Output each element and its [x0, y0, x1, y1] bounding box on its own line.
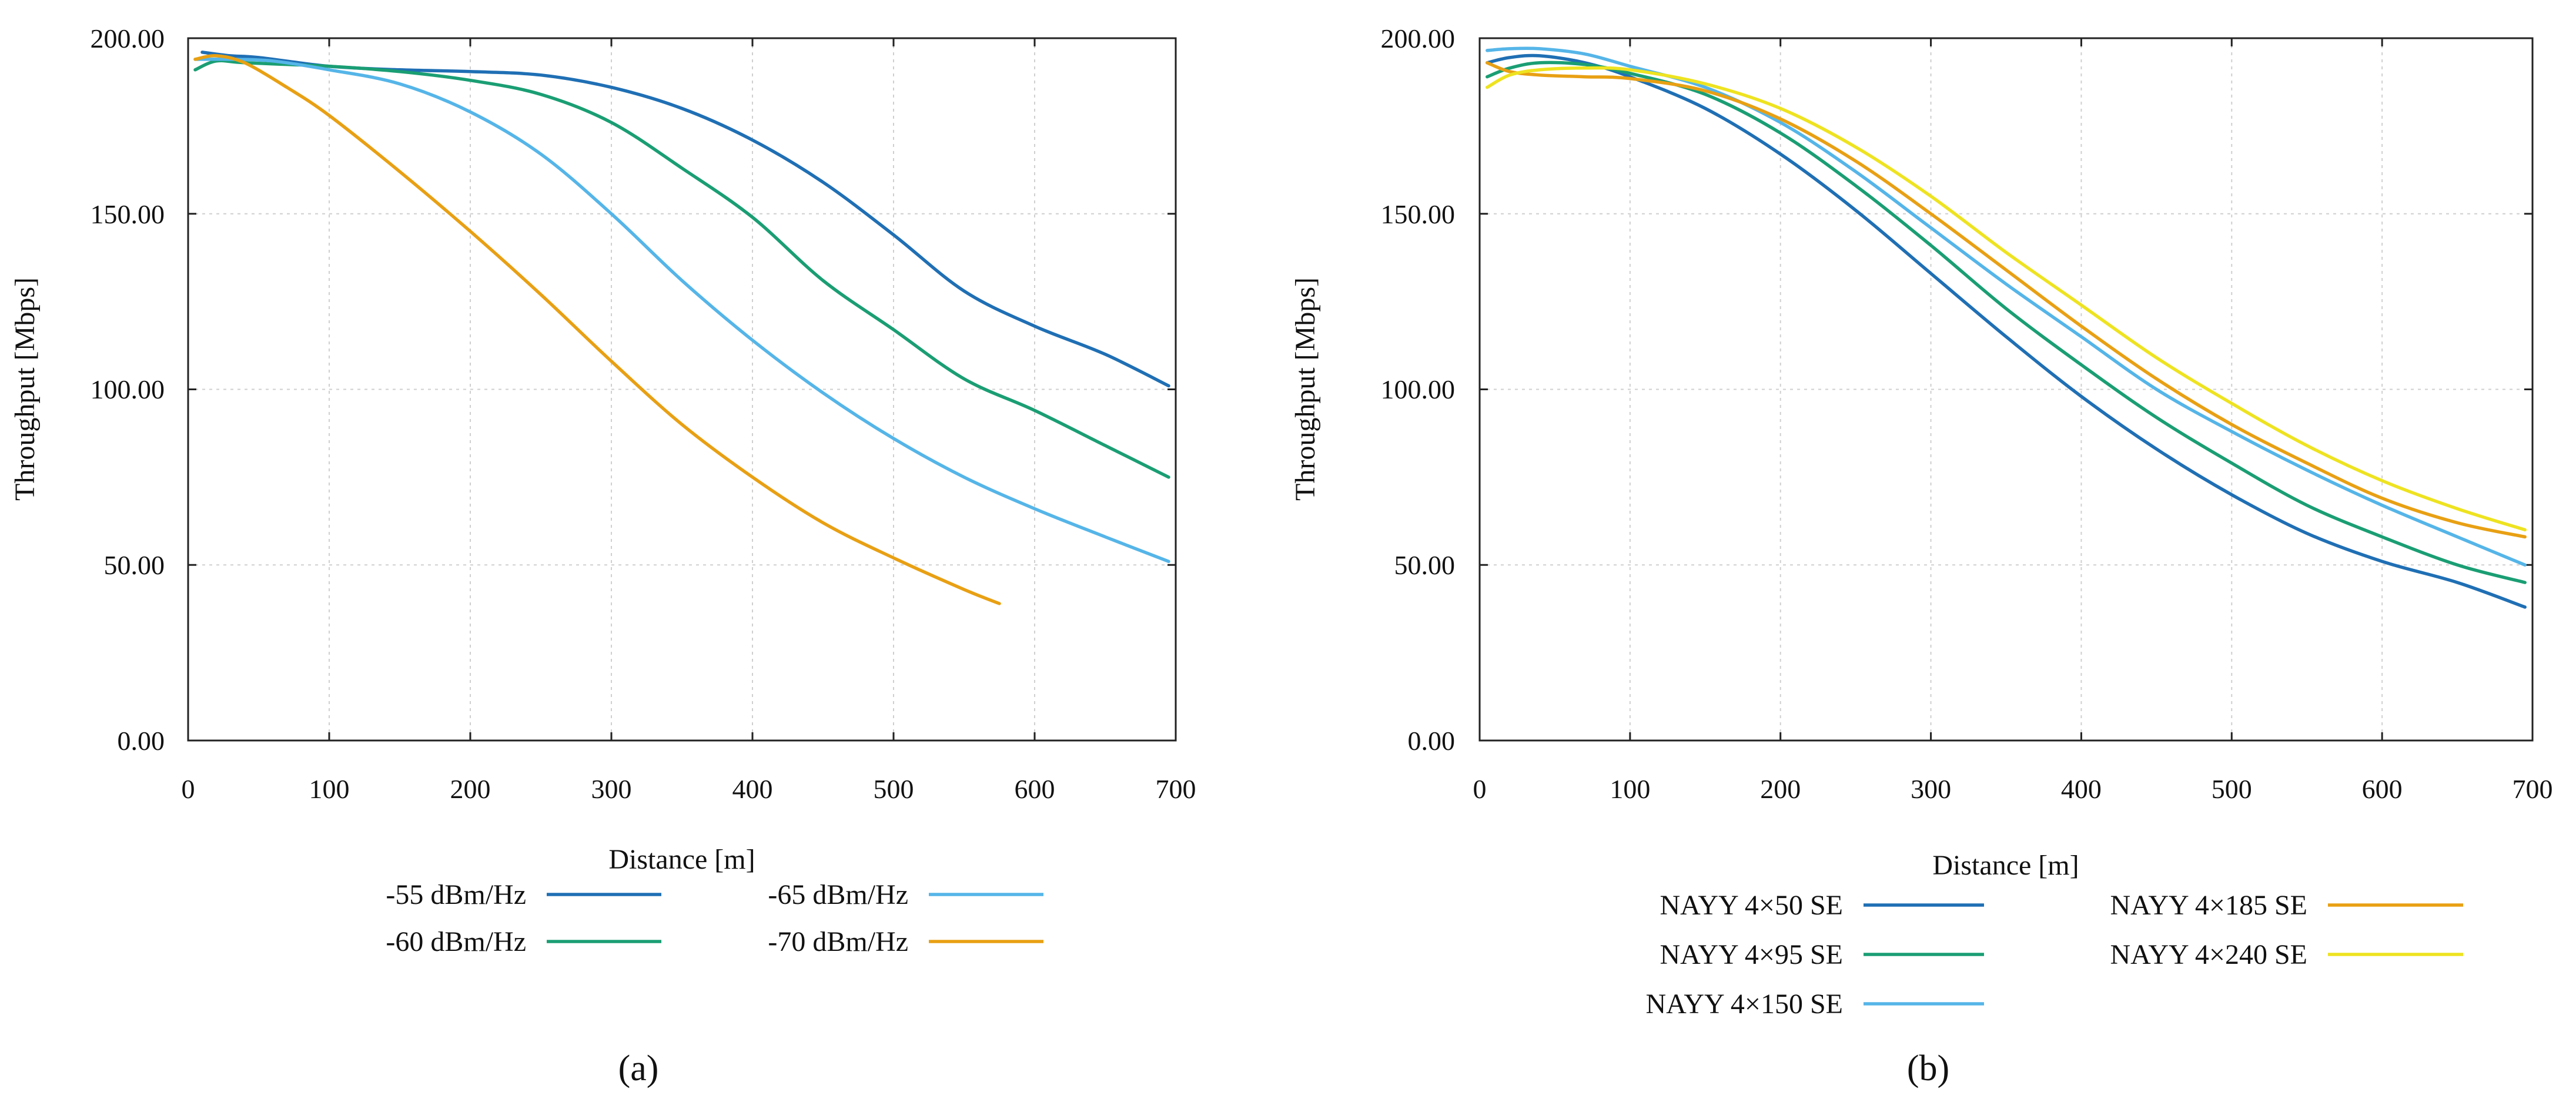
legend-label: NAYY 4×185 SE	[2110, 890, 2307, 921]
x-tick-label: 700	[2513, 774, 2553, 804]
x-tick-label: 400	[732, 774, 773, 804]
plot-frame-b	[1478, 37, 2534, 742]
ticks-a	[188, 38, 1176, 741]
series-line-nayy-4-240-se	[1486, 66, 2527, 532]
series-line-nayy-4-95-se	[1486, 61, 2527, 584]
y-tick-label: 100.00	[91, 374, 165, 404]
y-tick-label: 50.00	[104, 550, 165, 580]
legend-label: NAYY 4×95 SE	[1660, 939, 1843, 970]
series-group-b	[1486, 46, 2527, 609]
y-axis-title-a: Throughput [Mbps]	[9, 277, 41, 501]
legend-label: -55 dBm/Hz	[386, 879, 526, 910]
y-tick-label: 200.00	[91, 24, 165, 53]
x-tick-label: 100	[309, 774, 350, 804]
x-tick-labels-b: 0 100 200 300 400 500 600 700	[1473, 774, 2553, 804]
x-tick-labels-a: 0 100 200 300 400 500 600 700	[182, 774, 1196, 804]
grid-b	[1480, 38, 2532, 741]
legend-a: -55 dBm/Hz -60 dBm/Hz -65 dBm/Hz -70 dBm…	[386, 879, 1043, 957]
series-line-55-dbm-hz	[200, 51, 1170, 388]
y-tick-label: 150.00	[1381, 199, 1456, 229]
x-tick-label: 300	[1911, 774, 1951, 804]
y-tick-labels-b: 0.00 50.00 100.00 150.00 200.00	[1381, 24, 1456, 756]
grid-a	[188, 38, 1176, 741]
y-tick-label: 0.00	[118, 726, 165, 756]
x-tick-label: 300	[591, 774, 632, 804]
legend-label: -65 dBm/Hz	[768, 879, 908, 910]
series-line-nayy-4-150-se	[1486, 46, 2527, 567]
series-line-65-dbm-hz	[193, 57, 1170, 564]
x-tick-label: 600	[2362, 774, 2403, 804]
y-axis-title-b: Throughput [Mbps]	[1290, 277, 1321, 501]
series-group-a	[193, 51, 1170, 605]
x-tick-label: 200	[450, 774, 491, 804]
x-tick-label: 700	[1156, 774, 1196, 804]
y-tick-label: 0.00	[1408, 726, 1456, 756]
legend-label: NAYY 4×240 SE	[2110, 939, 2307, 970]
series-line-nayy-4-185-se	[1486, 61, 2527, 539]
legend-label: -60 dBm/Hz	[386, 926, 526, 957]
panel-label-a: (a)	[618, 1048, 659, 1088]
chart-panel-b: 0.00 50.00 100.00 150.00 200.00 0 100 20…	[1290, 24, 2553, 1088]
panel-label-b: (b)	[1907, 1048, 1949, 1088]
x-axis-title-b: Distance [m]	[1932, 850, 2079, 881]
x-tick-label: 500	[874, 774, 914, 804]
legend-label: NAYY 4×50 SE	[1660, 890, 1843, 921]
x-tick-label: 500	[2212, 774, 2252, 804]
y-tick-label: 150.00	[91, 199, 165, 229]
y-tick-label: 100.00	[1381, 374, 1456, 404]
series-line-nayy-4-50-se	[1486, 53, 2527, 609]
chart-panel-a: 0.00 50.00 100.00 150.00 200.00 0 100 20…	[9, 24, 1196, 1088]
y-tick-labels-a: 0.00 50.00 100.00 150.00 200.00	[91, 24, 165, 756]
legend-label: NAYY 4×150 SE	[1645, 989, 1843, 1020]
x-axis-title-a: Distance [m]	[608, 844, 755, 875]
x-tick-label: 600	[1015, 774, 1055, 804]
y-tick-label: 200.00	[1381, 24, 1456, 53]
x-tick-label: 0	[1473, 774, 1487, 804]
plot-frame-a	[187, 37, 1177, 742]
x-tick-label: 200	[1760, 774, 1801, 804]
legend-label: -70 dBm/Hz	[768, 926, 908, 957]
series-line-60-dbm-hz	[193, 59, 1170, 479]
x-tick-label: 100	[1610, 774, 1650, 804]
x-tick-label: 0	[182, 774, 195, 804]
ticks-b	[1480, 38, 2532, 741]
legend-b: NAYY 4×50 SE NAYY 4×95 SE NAYY 4×150 SE …	[1645, 890, 2463, 1020]
series-line-70-dbm-hz	[193, 54, 1001, 605]
x-tick-label: 400	[2061, 774, 2102, 804]
y-tick-label: 50.00	[1394, 550, 1456, 580]
